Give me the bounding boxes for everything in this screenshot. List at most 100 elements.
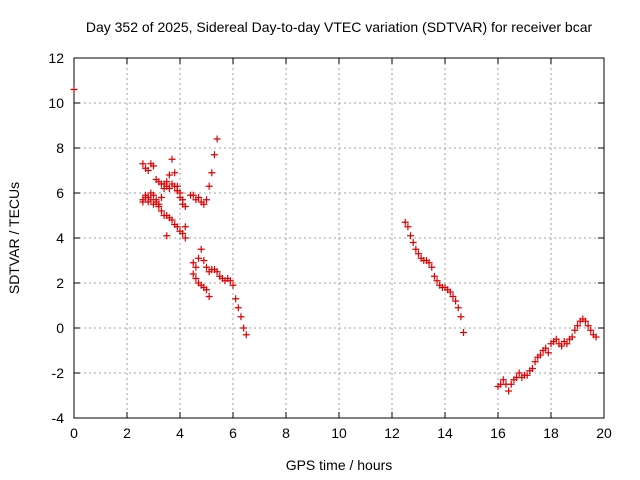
data-point (205, 182, 213, 190)
data-point (430, 272, 438, 280)
axis-ticks: 0 2 4 6 8 10 12 14 16 18 20 -4 -2 0 2 4 6 8 10 12 (48, 50, 612, 441)
data-point (165, 171, 173, 179)
data-point (200, 257, 208, 264)
y-tick-label: 4 (56, 230, 64, 246)
chart-title: Day 352 of 2025, Sidereal Day-to-day VTE… (86, 19, 593, 35)
data-point (195, 194, 203, 201)
data-point (428, 263, 436, 271)
data-point (401, 218, 409, 226)
data-point (189, 191, 197, 199)
data-point (240, 324, 248, 332)
data-point (165, 185, 173, 192)
data-point (200, 200, 208, 208)
data-point (536, 351, 544, 359)
series-track-b-rise (187, 135, 221, 208)
data-point (195, 254, 203, 262)
grid (74, 58, 604, 418)
data-point (449, 293, 457, 300)
data-point (213, 135, 221, 143)
data-point (168, 216, 176, 224)
data-point (163, 232, 171, 240)
series-track-b-upper-fall (189, 245, 250, 339)
x-tick-label: 2 (123, 425, 131, 441)
data-point (213, 268, 221, 276)
y-tick-label: -4 (52, 410, 65, 426)
x-tick-label: 18 (543, 425, 559, 441)
data-point (574, 322, 581, 330)
data-point (150, 191, 157, 199)
data-point (515, 369, 523, 377)
data-point (232, 295, 240, 303)
data-point (150, 162, 157, 170)
series-track-d (494, 315, 600, 395)
x-tick-label: 10 (331, 425, 347, 441)
data-point (584, 322, 592, 330)
data-point (242, 331, 250, 339)
y-tick-label: 12 (48, 50, 64, 66)
data-point (542, 344, 550, 352)
data-point (179, 200, 187, 208)
data-point (237, 313, 245, 321)
y-axis-label: SDTVAR / TECUs (6, 182, 22, 294)
data-point (147, 196, 155, 204)
y-tick-label: 0 (56, 320, 64, 336)
data-point (192, 263, 200, 271)
data-point (407, 232, 415, 240)
data-point (192, 275, 200, 282)
data-point (505, 387, 513, 395)
data-point (457, 313, 465, 321)
data-point (587, 326, 595, 334)
series-isolated (70, 86, 78, 93)
data-point (203, 196, 210, 204)
data-point (528, 365, 536, 372)
series-track-b-lower (189, 270, 213, 300)
data-point (189, 270, 197, 278)
data-point (189, 259, 197, 267)
data-point (531, 358, 539, 366)
x-tick-label: 16 (490, 425, 506, 441)
data-point (552, 335, 560, 343)
x-tick-label: 14 (437, 425, 453, 441)
data-point (523, 371, 531, 379)
data-point (568, 333, 576, 341)
data-points (70, 86, 600, 395)
data-point (412, 245, 420, 253)
data-point (203, 286, 210, 294)
x-tick-label: 20 (596, 425, 612, 441)
data-point (571, 326, 579, 334)
x-axis-label: GPS time / hours (286, 457, 393, 473)
x-tick-label: 6 (229, 425, 237, 441)
data-point (229, 281, 237, 289)
data-point (157, 207, 165, 215)
series-track-a-lower (139, 194, 189, 242)
y-tick-label: 10 (48, 95, 64, 111)
data-point (499, 376, 507, 384)
data-point (234, 304, 242, 312)
data-point (433, 277, 441, 285)
data-point (425, 259, 433, 267)
x-tick-label: 0 (70, 425, 78, 441)
series-track-c (401, 218, 468, 336)
data-point (173, 187, 181, 195)
data-point (173, 223, 181, 231)
data-point (507, 380, 515, 388)
data-point (460, 329, 468, 336)
data-point (144, 167, 152, 174)
x-tick-label: 12 (384, 425, 400, 441)
y-tick-label: -2 (52, 365, 65, 381)
data-point (197, 245, 205, 253)
data-point (208, 169, 216, 177)
data-point (179, 230, 187, 237)
y-tick-label: 8 (56, 140, 64, 156)
data-point (205, 293, 213, 300)
data-point (544, 349, 552, 357)
data-point (581, 317, 589, 325)
data-point (210, 151, 218, 159)
data-point (446, 288, 454, 296)
data-point (168, 155, 176, 163)
data-point (203, 263, 210, 271)
y-tick-label: 2 (56, 275, 64, 291)
data-point (181, 223, 189, 231)
data-point (171, 182, 179, 190)
